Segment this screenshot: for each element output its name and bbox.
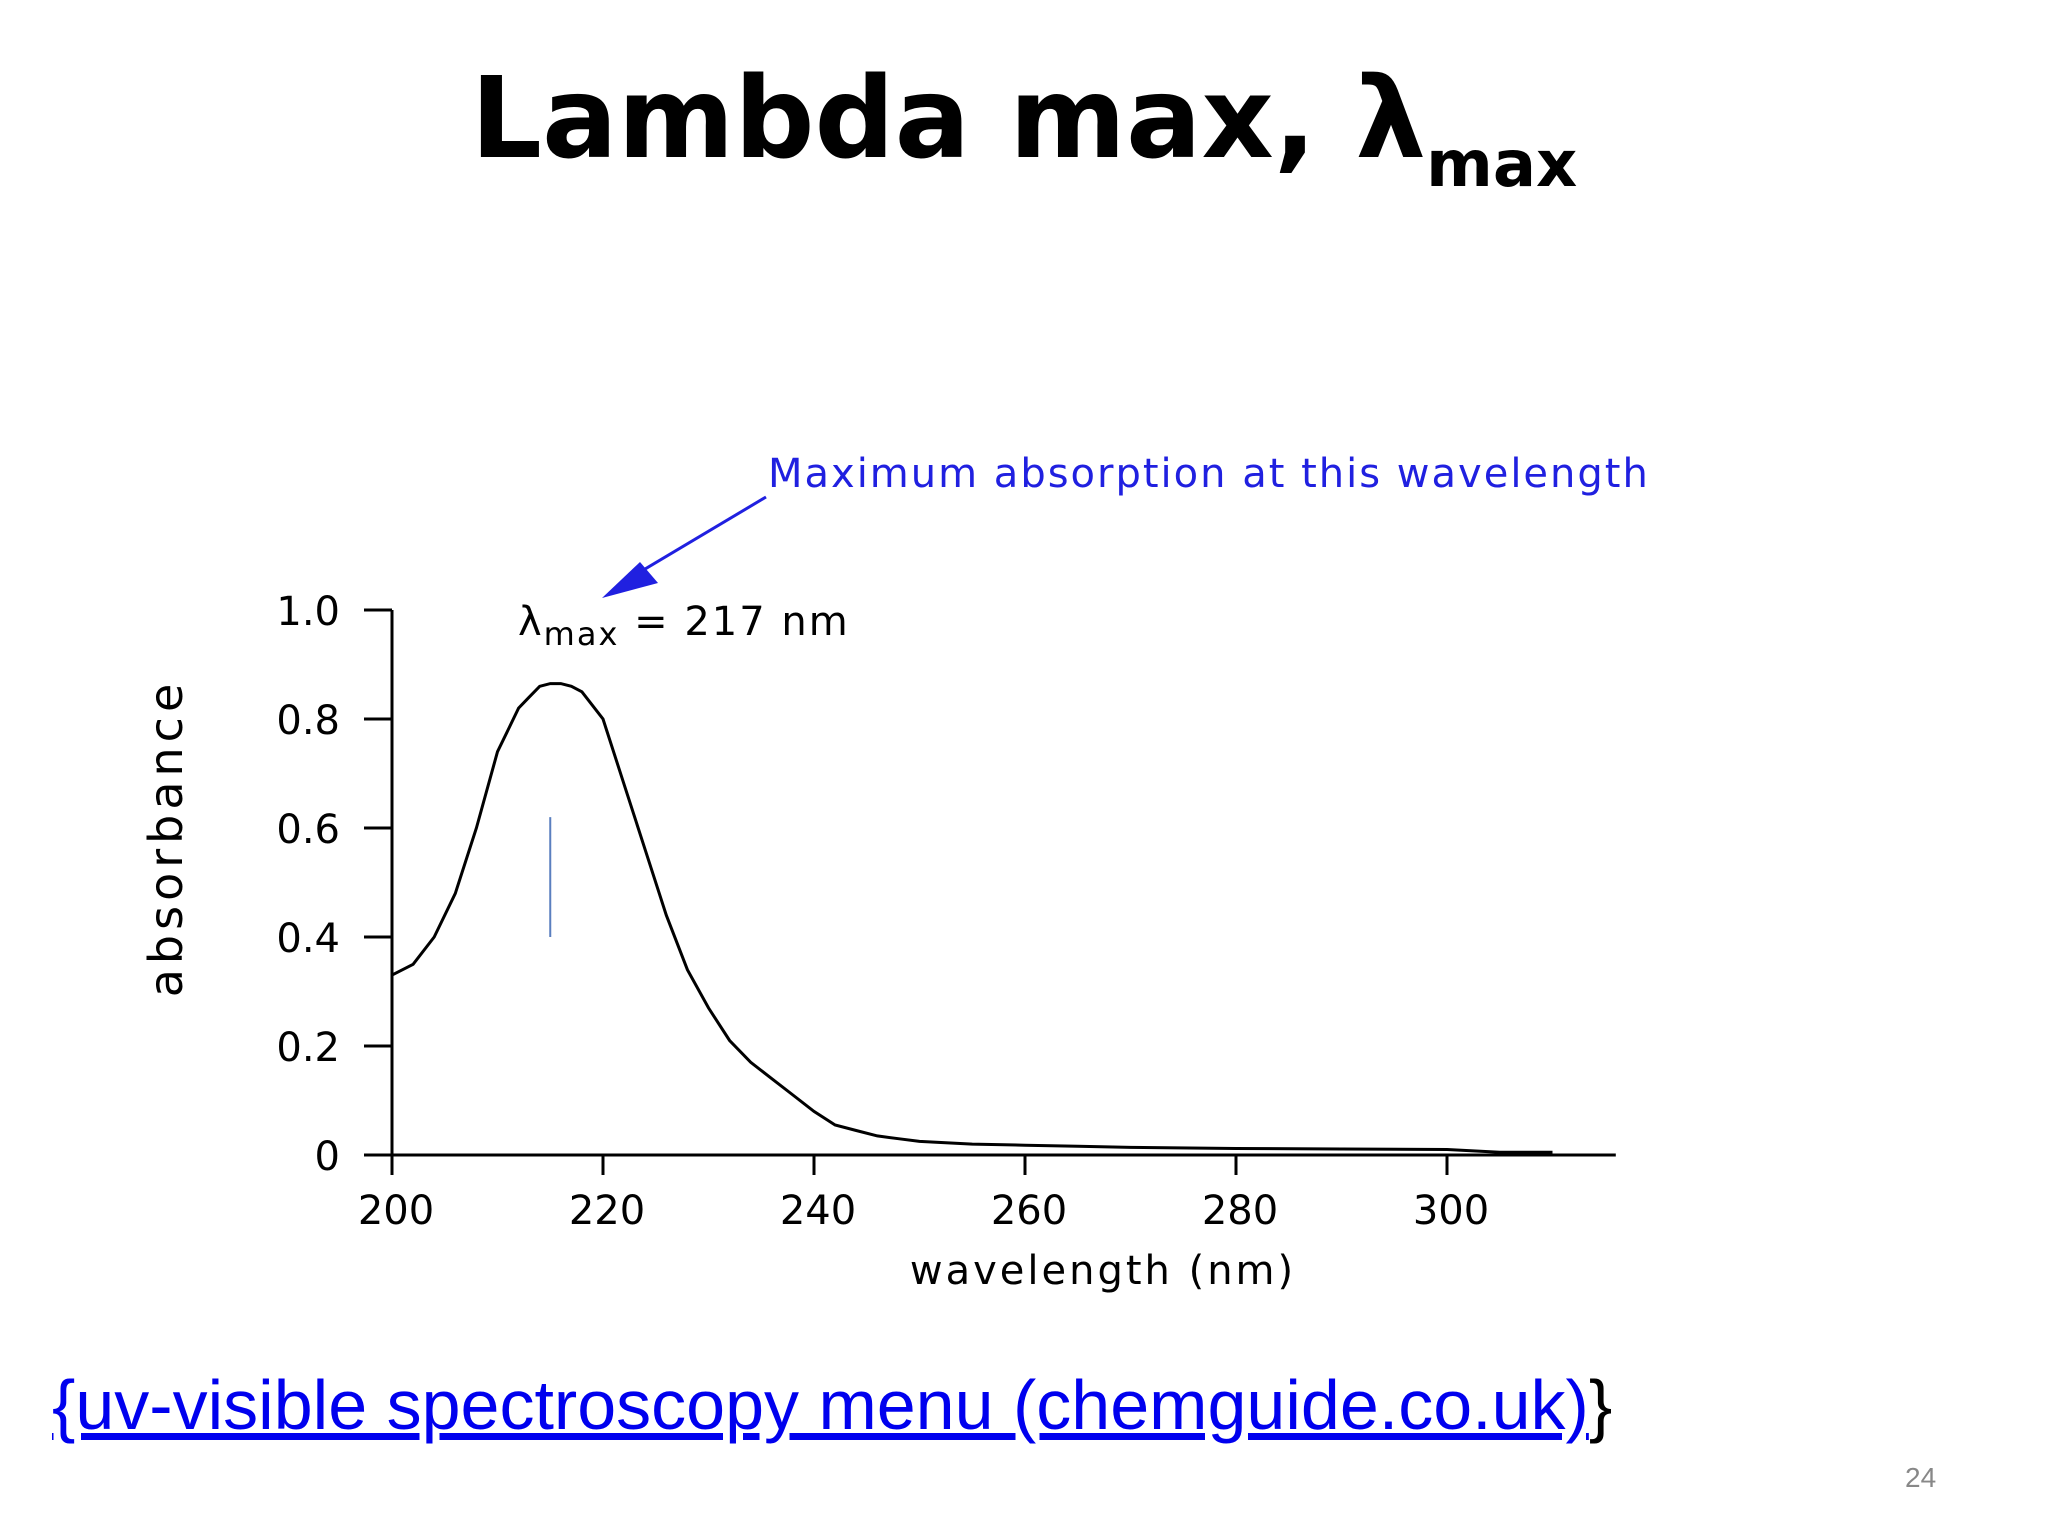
absorbance-curve <box>391 682 1553 1154</box>
slide-title: Lambda max, λmax <box>0 52 2048 204</box>
x-tick-label: 280 <box>1202 1188 1278 1234</box>
y-tick-label: 0.2 <box>276 1025 340 1071</box>
y-tick-label: 0.6 <box>276 807 340 853</box>
callout-arrow-shaft <box>629 495 767 580</box>
lambda-max-label: λmax = 217 nm <box>518 599 850 653</box>
y-tick-label: 0.8 <box>276 698 340 744</box>
y-axis-label: absorbance <box>139 679 193 998</box>
source-closing-brace: } <box>1588 1366 1613 1444</box>
x-axis-label: wavelength (nm) <box>910 1248 1296 1294</box>
x-tick-label: 300 <box>1413 1188 1489 1234</box>
y-tick-label: 0.4 <box>276 916 340 962</box>
chart-axes <box>390 610 1616 1157</box>
lambda-value: = 217 nm <box>619 599 849 645</box>
page-number: 24 <box>1905 1462 1937 1493</box>
callout-arrow <box>602 495 767 598</box>
lambda-symbol: λ <box>518 599 544 645</box>
y-tick-label: 1.0 <box>276 589 340 635</box>
chart-ticks: 0 0.2 0.4 0.6 0.8 1.0 200 220 240 260 280 300 <box>276 589 1489 1234</box>
lambda-subscript: max <box>544 615 620 653</box>
y-tick-label: 0 <box>315 1134 340 1180</box>
callout-label: Maximum absorption at this wavelength <box>768 451 1650 497</box>
source-link[interactable]: {uv-visible spectroscopy menu (chemguide… <box>52 1366 1589 1444</box>
x-tick-label: 260 <box>991 1188 1067 1234</box>
callout-arrow-head <box>602 562 658 598</box>
slide-title-main: Lambda max, λ <box>470 54 1427 184</box>
source-citation: {uv-visible spectroscopy menu (chemguide… <box>52 1365 1612 1445</box>
x-tick-label: 240 <box>780 1188 856 1234</box>
x-tick-label: 200 <box>358 1188 434 1234</box>
x-tick-label: 220 <box>569 1188 645 1234</box>
slide-title-subscript: max <box>1426 127 1578 202</box>
